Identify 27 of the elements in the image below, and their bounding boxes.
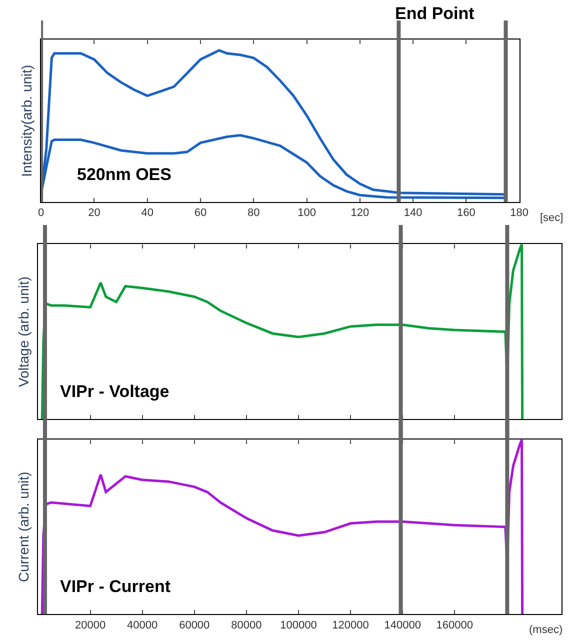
y-axis-title: Current (arb. unit) bbox=[16, 472, 32, 582]
x-tick-label: 140 bbox=[404, 207, 422, 220]
x-tick-label: 20 bbox=[88, 207, 100, 220]
annotation: 520nm OES bbox=[77, 165, 172, 184]
x-tick-label: 60000 bbox=[179, 619, 210, 632]
x-tick-label: 160000 bbox=[436, 619, 473, 632]
x-tick-label: 120 bbox=[350, 207, 370, 220]
x-tick-label: 40 bbox=[141, 207, 154, 220]
x-tick-label: 180 bbox=[510, 207, 528, 220]
x-tick-label: 0 bbox=[38, 207, 44, 220]
x-tick-label: 140000 bbox=[384, 619, 421, 632]
x-tick-label: 120000 bbox=[332, 619, 369, 632]
x-tick-label: 100000 bbox=[280, 619, 317, 632]
y-axis-title: Intensity(arb. unit) bbox=[18, 64, 35, 177]
chart-title: End Point bbox=[395, 4, 475, 23]
y-axis-title: Voltage (arb. unit) bbox=[16, 276, 32, 387]
annotation: VIPr - Voltage bbox=[60, 382, 170, 401]
x-axis-title: [sec] bbox=[540, 212, 564, 224]
x-axis-title: (msec) bbox=[529, 624, 563, 636]
x-tick-label: 40000 bbox=[127, 619, 158, 632]
x-tick-label: 80000 bbox=[231, 619, 262, 632]
x-tick-label: 20000 bbox=[74, 619, 106, 632]
x-tick-label: 60 bbox=[194, 207, 207, 220]
annotation: VIPr - Current bbox=[60, 577, 171, 596]
x-tick-label: 160 bbox=[456, 207, 476, 220]
x-tick-label: 100 bbox=[298, 207, 316, 220]
x-tick-label: 80 bbox=[247, 207, 260, 220]
